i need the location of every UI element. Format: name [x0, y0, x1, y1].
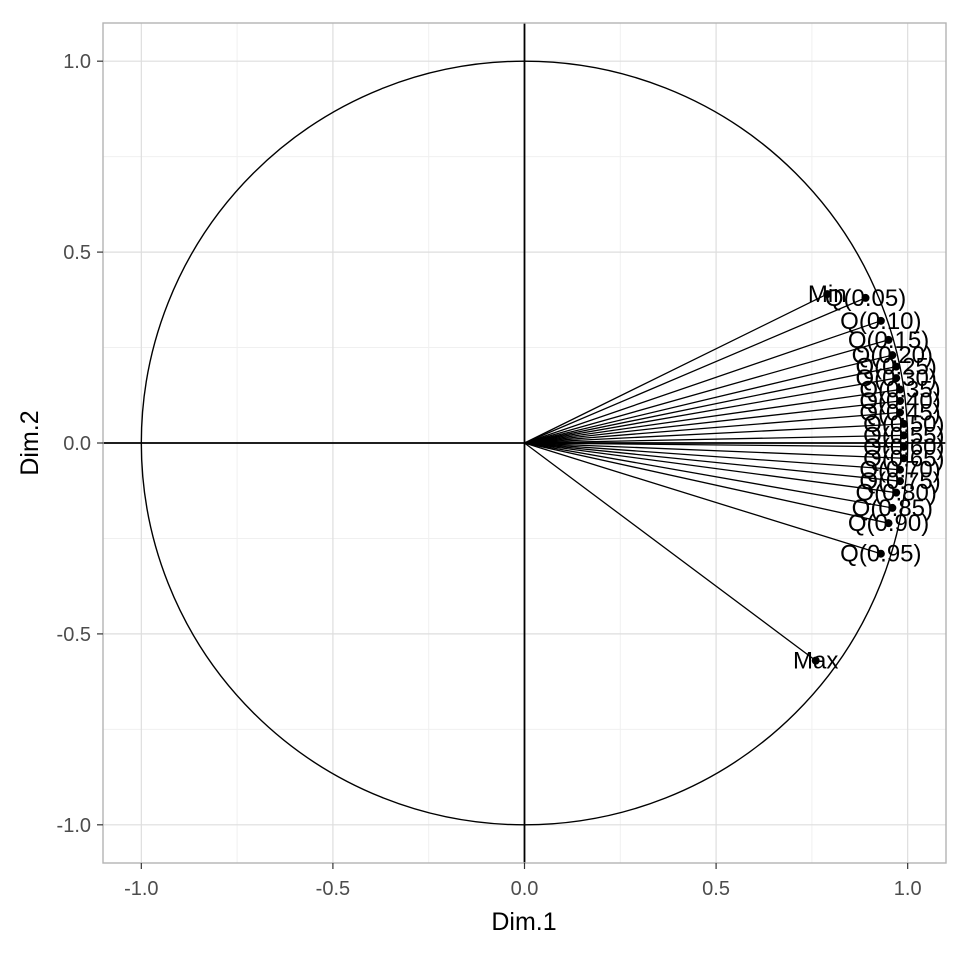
- data-point: [861, 293, 870, 302]
- arrow-line: [524, 377, 897, 444]
- arrow-line: [524, 297, 866, 444]
- arrows: [524, 293, 904, 662]
- data-point: [896, 477, 905, 486]
- data-point: [884, 335, 893, 344]
- data-point: [884, 519, 893, 528]
- arrow-line: [524, 411, 901, 444]
- y-tick-label: 0.5: [63, 242, 91, 264]
- point-label: Q(0.90): [848, 510, 929, 537]
- point-label: Q(0.05): [825, 285, 906, 312]
- data-point: [892, 488, 901, 497]
- data-point: [888, 503, 897, 512]
- data-point: [896, 408, 905, 417]
- arrow-line: [524, 442, 882, 555]
- point-label: Q(0.15): [848, 327, 929, 354]
- arrow-line: [524, 320, 882, 444]
- arrow-line: [524, 442, 901, 482]
- arrow-line: [524, 442, 904, 459]
- y-axis-title: Dim.2: [16, 410, 44, 475]
- data-point: [823, 290, 832, 299]
- arrow-line: [524, 442, 817, 662]
- x-tick-label: -0.5: [316, 878, 350, 900]
- point-label: Q(0.60): [863, 434, 944, 461]
- point-label: Q(0.25): [855, 354, 936, 381]
- data-point: [899, 442, 908, 451]
- data-point: [892, 362, 901, 371]
- data-point: [899, 419, 908, 428]
- data-point: [896, 465, 905, 474]
- point-label: Min: [808, 281, 847, 308]
- point-label: Q(0.45): [859, 399, 940, 426]
- y-tick-label: 1.0: [63, 51, 91, 73]
- data-point: [888, 351, 897, 360]
- y-tick-label: -0.5: [57, 624, 91, 646]
- point-label: Q(0.55): [863, 422, 944, 449]
- data-point: [896, 385, 905, 394]
- y-tick-label: -1.0: [57, 815, 91, 837]
- arrow-line: [524, 388, 901, 444]
- x-tick-label: -1.0: [124, 878, 158, 900]
- point-label: Q(0.40): [859, 388, 940, 415]
- x-tick-label: 0.5: [702, 878, 730, 900]
- x-tick-label: 0.0: [511, 878, 539, 900]
- point-label: Q(0.50): [863, 411, 944, 438]
- arrow-line: [524, 442, 889, 524]
- point-label: Q(0.80): [855, 480, 936, 507]
- x-axis-title: Dim.1: [491, 908, 556, 936]
- point-label: Q(0.85): [852, 495, 933, 522]
- arrow-line: [524, 442, 897, 494]
- arrow-line: [524, 339, 889, 444]
- x-axis-ticks: -1.0 -0.5 0.0 0.5 1.0: [124, 863, 922, 900]
- x-tick-label: 1.0: [894, 878, 922, 900]
- arrow-line: [524, 442, 901, 471]
- point-label: Q(0.70): [859, 457, 940, 484]
- data-point: [811, 656, 820, 665]
- y-tick-label: 0.0: [63, 433, 91, 455]
- data-point: [876, 316, 885, 325]
- point-label: Q(0.65): [863, 445, 944, 472]
- points: [811, 290, 908, 665]
- point-label: Q(0.10): [840, 308, 921, 335]
- arrow-line: [524, 365, 897, 444]
- data-point: [896, 397, 905, 405]
- point-label: Q(0.95): [840, 541, 921, 568]
- arrow-line: [524, 434, 904, 444]
- point-label: Q(0.35): [859, 377, 940, 404]
- data-point: [899, 454, 908, 463]
- point-label: Q(0.75): [859, 468, 940, 495]
- arrow-line: [524, 442, 893, 509]
- point-labels: MinQ(0.05)Q(0.10)Q(0.15)Q(0.20)Q(0.25)Q(…: [793, 281, 944, 675]
- data-point: [876, 549, 885, 558]
- data-point: [899, 431, 908, 440]
- y-axis-ticks: -1.0 -0.5 0.0 0.5 1.0: [57, 51, 103, 837]
- data-point: [892, 374, 901, 383]
- point-label: Max: [793, 648, 838, 675]
- arrow-line: [524, 354, 893, 444]
- arrow-line: [524, 400, 901, 444]
- point-label: Q(0.20): [852, 342, 933, 369]
- arrow-line: [524, 442, 904, 448]
- arrow-line: [524, 293, 828, 444]
- arrow-line: [524, 423, 904, 444]
- point-label: Q(0.30): [855, 365, 936, 392]
